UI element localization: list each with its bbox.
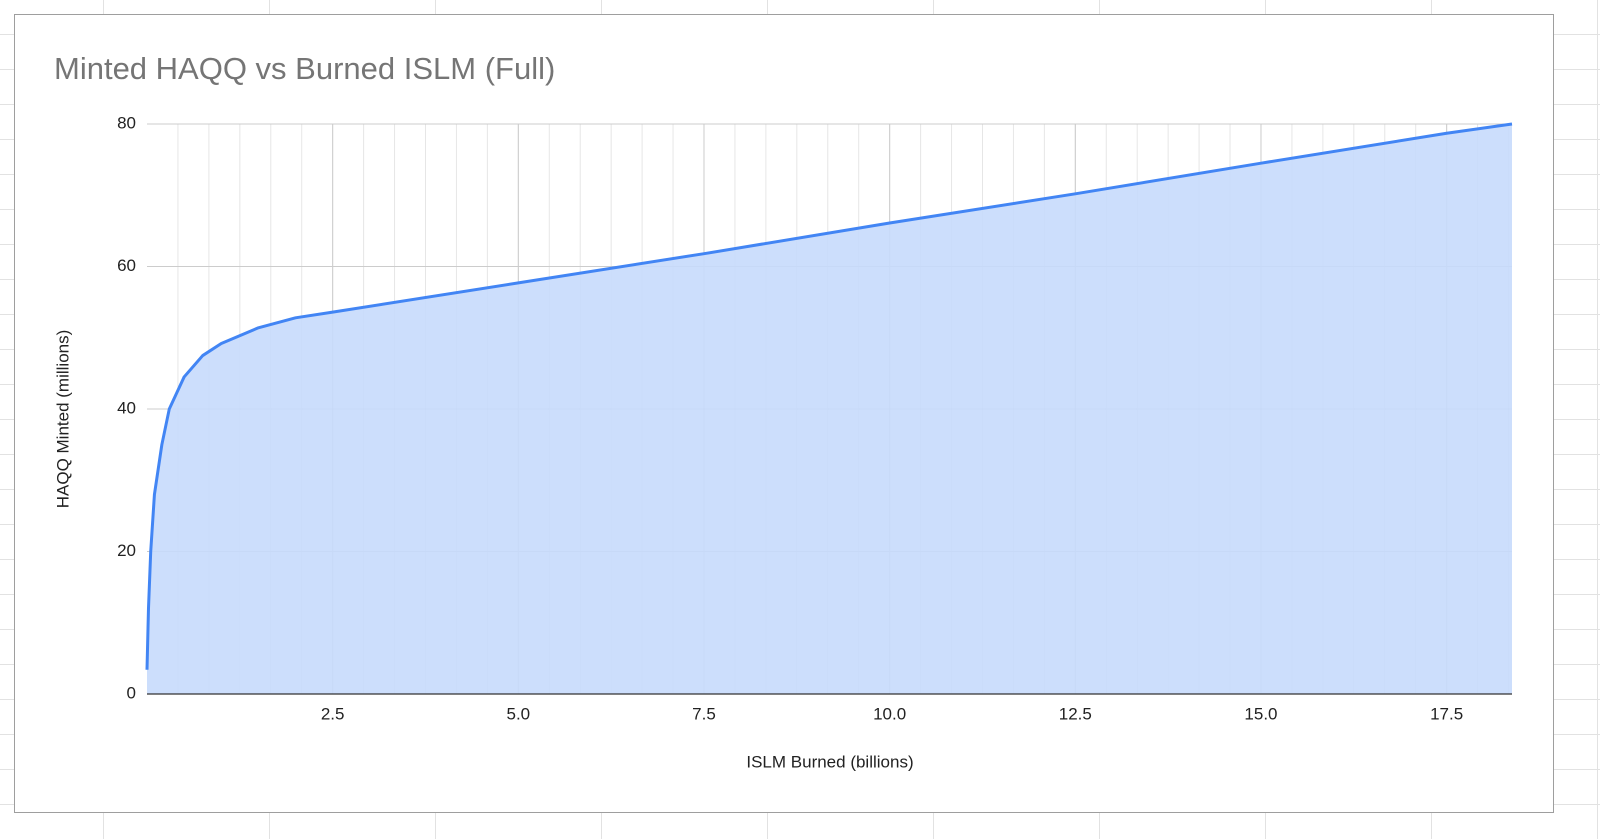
- y-tick-label: 40: [117, 398, 136, 417]
- x-tick-label: 5.0: [507, 704, 531, 723]
- y-tick-label: 0: [127, 683, 136, 702]
- y-tick-label: 80: [117, 113, 136, 132]
- x-tick-label: 10.0: [873, 704, 906, 723]
- chart-title: Minted HAQQ vs Burned ISLM (Full): [54, 51, 555, 86]
- chart: Minted HAQQ vs Burned ISLM (Full) ISLM B…: [14, 14, 1554, 813]
- x-tick-label: 15.0: [1244, 704, 1277, 723]
- y-tick-label: 60: [117, 256, 136, 275]
- x-tick-label: 17.5: [1430, 704, 1463, 723]
- line: [145, 122, 1513, 670]
- area: [147, 124, 1512, 694]
- y-axis-title: HAQQ Minted (millions): [53, 330, 72, 509]
- x-tick-label: 7.5: [692, 704, 716, 723]
- x-tick-label: 12.5: [1059, 704, 1092, 723]
- y-tick-label: 20: [117, 541, 136, 560]
- x-axis-title: ISLM Burned (billions): [746, 752, 913, 771]
- x-tick-label: 2.5: [321, 704, 345, 723]
